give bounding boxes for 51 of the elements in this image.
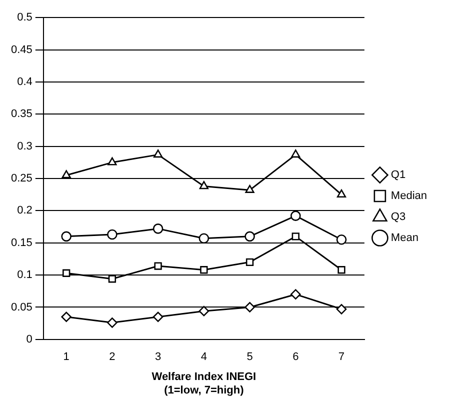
point <box>246 258 254 266</box>
legend-label: Q1 <box>390 169 406 182</box>
point <box>108 157 117 166</box>
point <box>198 233 210 244</box>
point <box>244 231 255 242</box>
x-tick-label: 6 <box>292 351 299 364</box>
legend-label: Q3 <box>390 211 406 224</box>
point <box>291 150 300 158</box>
point <box>290 210 301 221</box>
x-tick-label: 1 <box>63 351 70 364</box>
x-tick-label: 4 <box>200 351 207 364</box>
legend-label: Median <box>390 190 427 202</box>
point <box>154 150 163 158</box>
y-tick-label: 0.35 <box>10 108 32 120</box>
y-tick-label: 0.1 <box>17 269 32 282</box>
y-tick-label: 0.05 <box>10 301 32 314</box>
legend-label: Mean <box>390 232 418 244</box>
point <box>62 269 70 277</box>
y-tick-label: 0.5 <box>17 12 32 24</box>
y-tick-label: 0.3 <box>17 140 32 152</box>
point <box>152 312 164 322</box>
y-tick-label: 0 <box>26 333 32 346</box>
x-tick-label: 3 <box>154 351 162 364</box>
y-tick-label: 0.15 <box>10 236 32 249</box>
y-tick-label: 0.2 <box>17 204 32 217</box>
point <box>108 275 116 283</box>
point <box>244 302 255 312</box>
point <box>199 181 208 190</box>
y-tick-label: 0.45 <box>10 44 32 56</box>
point <box>338 266 346 274</box>
x-axis-title: Welfare Index INEGI (1=low, 7=high) <box>152 371 256 396</box>
point <box>200 266 208 274</box>
point <box>198 306 210 316</box>
point <box>61 312 72 322</box>
point <box>152 224 164 234</box>
x-tick-label: 7 <box>338 351 345 364</box>
point <box>290 289 301 300</box>
point <box>154 262 162 270</box>
point <box>245 184 254 193</box>
point <box>292 232 300 240</box>
x-tick-label: 5 <box>246 351 253 364</box>
point <box>62 170 71 178</box>
point <box>107 318 118 328</box>
point <box>61 231 72 242</box>
point <box>336 189 346 198</box>
point <box>336 234 347 245</box>
x-tick-label: 2 <box>109 351 116 364</box>
y-tick-label: 0.25 <box>10 172 32 185</box>
point <box>336 304 347 314</box>
point <box>107 229 118 240</box>
y-tick-label: 0.4 <box>17 76 32 88</box>
